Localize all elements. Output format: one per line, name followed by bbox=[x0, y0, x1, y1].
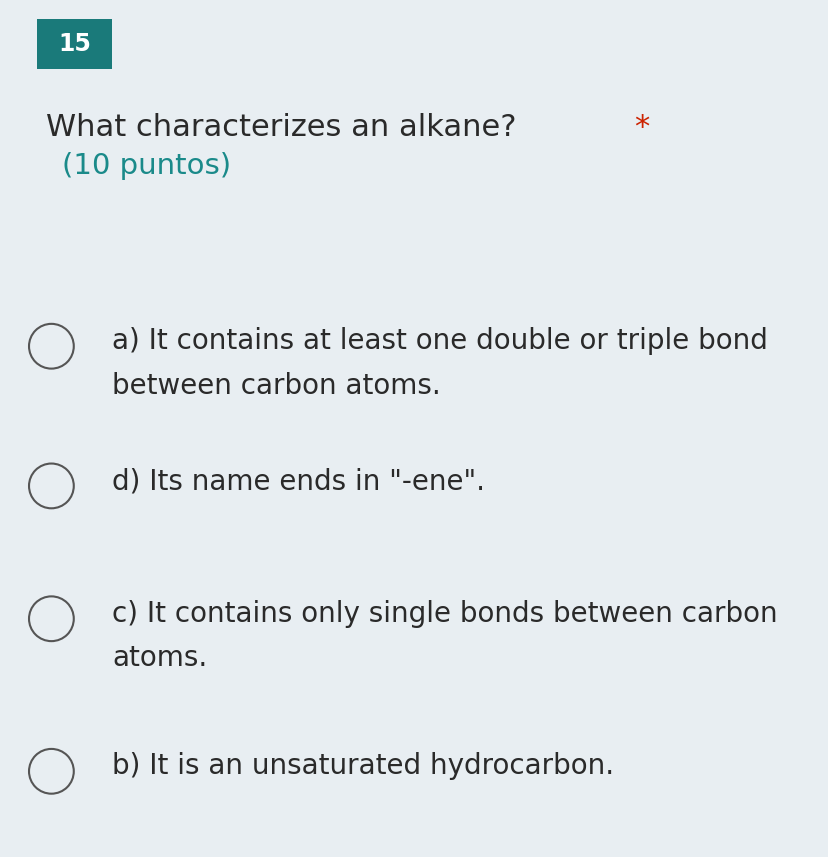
Ellipse shape bbox=[29, 749, 74, 794]
Text: 15: 15 bbox=[58, 32, 91, 56]
Text: d) Its name ends in "-ene".: d) Its name ends in "-ene". bbox=[112, 467, 484, 495]
Text: b) It is an unsaturated hydrocarbon.: b) It is an unsaturated hydrocarbon. bbox=[112, 752, 614, 781]
FancyBboxPatch shape bbox=[37, 19, 112, 69]
Text: between carbon atoms.: between carbon atoms. bbox=[112, 372, 440, 400]
Text: What characterizes an alkane?: What characterizes an alkane? bbox=[46, 113, 525, 142]
Text: a) It contains at least one double or triple bond: a) It contains at least one double or tr… bbox=[112, 327, 767, 356]
Ellipse shape bbox=[29, 464, 74, 508]
Text: (10 puntos): (10 puntos) bbox=[62, 152, 231, 180]
Ellipse shape bbox=[29, 596, 74, 641]
Text: *: * bbox=[633, 113, 648, 142]
Ellipse shape bbox=[29, 324, 74, 369]
Text: atoms.: atoms. bbox=[112, 644, 207, 673]
Text: c) It contains only single bonds between carbon: c) It contains only single bonds between… bbox=[112, 600, 777, 628]
